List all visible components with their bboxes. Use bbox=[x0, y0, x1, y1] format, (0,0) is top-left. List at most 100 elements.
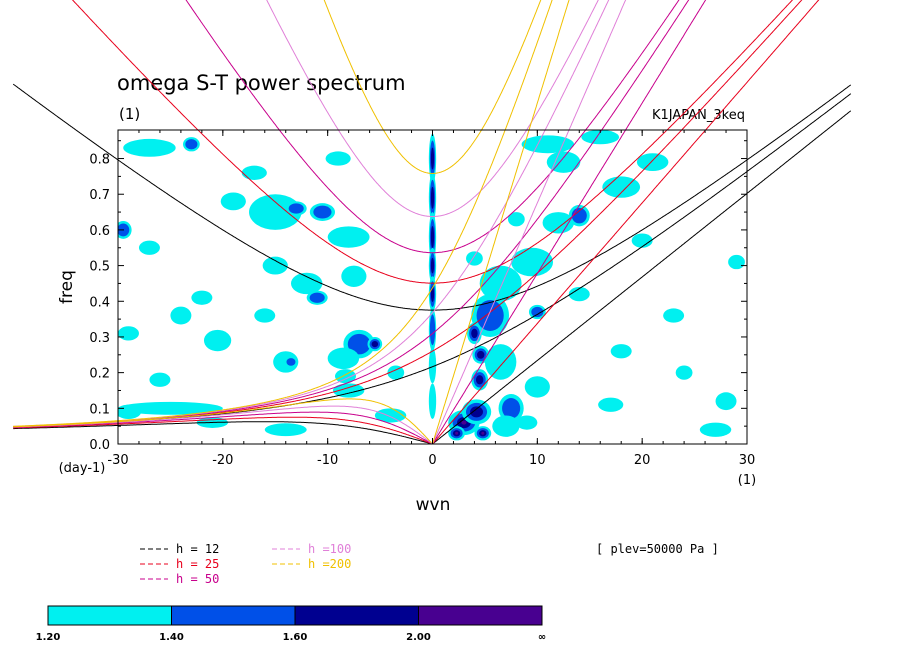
legend-label-h200: h =200 bbox=[308, 557, 351, 571]
power-patch-39-L0 bbox=[220, 192, 246, 211]
curve-h100-kelvin bbox=[432, 0, 627, 445]
y-tick-label-3: 0.3 bbox=[89, 331, 110, 346]
colorbar-label-2: 1.60 bbox=[283, 632, 308, 643]
curve-h12-er bbox=[13, 421, 432, 445]
curve-h50-ig bbox=[185, 0, 680, 254]
curve-h25-kelvin bbox=[432, 0, 820, 445]
power-patch-57-L0 bbox=[118, 401, 223, 415]
power-patch-69-L0 bbox=[387, 365, 405, 380]
power-patch-29-L0 bbox=[516, 415, 538, 430]
chart-title: omega S-T power spectrum bbox=[117, 71, 406, 95]
power-patch-68-L0 bbox=[149, 372, 171, 387]
power-patch-42-L1 bbox=[313, 205, 332, 219]
power-patch-44-L0 bbox=[341, 265, 367, 287]
y-tick-label-8: 0.8 bbox=[89, 153, 110, 168]
power-patch-4-L2 bbox=[430, 286, 435, 302]
power-patch-22-L0 bbox=[542, 212, 575, 234]
power-patch-71-L0 bbox=[675, 365, 693, 380]
power-patch-46-L1 bbox=[309, 292, 325, 303]
power-patch-12-L2 bbox=[475, 375, 484, 385]
legend-label-h12: h = 12 bbox=[176, 542, 219, 556]
x-tick-label-4: 10 bbox=[529, 453, 546, 468]
power-patch-75-L0 bbox=[507, 212, 525, 227]
power-patch-2-L2 bbox=[430, 226, 435, 249]
x-tick-label-5: 20 bbox=[634, 453, 651, 468]
power-patch-43-L0 bbox=[327, 226, 370, 248]
colorbar-segment-0 bbox=[47, 605, 172, 626]
power-patch-26-L0 bbox=[636, 153, 669, 172]
power-patch-0-L2 bbox=[430, 147, 435, 170]
power-patch-7-L0 bbox=[428, 383, 437, 420]
x-axis-label: wvn bbox=[416, 495, 451, 515]
power-patch-16-L0 bbox=[479, 265, 522, 302]
chart-subtitle: (1) bbox=[119, 105, 140, 123]
power-patch-5-L1 bbox=[429, 314, 436, 346]
dispersion-curves bbox=[12, 0, 852, 445]
power-patch-53-L0 bbox=[203, 329, 232, 352]
colorbar-segment-2 bbox=[294, 605, 419, 626]
y-tick-label-2: 0.2 bbox=[89, 367, 110, 382]
power-patch-45-L0 bbox=[290, 272, 323, 295]
power-patch-61-L0 bbox=[332, 383, 365, 398]
power-patch-34-L0 bbox=[610, 344, 632, 359]
curve-h12-ig bbox=[12, 83, 852, 311]
curve-h25-ig bbox=[71, 0, 794, 284]
y-tick-label-4: 0.4 bbox=[89, 295, 110, 310]
colorbar-label-1: 1.40 bbox=[159, 632, 184, 643]
legend-label-h50: h = 50 bbox=[176, 572, 219, 586]
y-axis-label: freq bbox=[57, 270, 77, 304]
curve-h50-kelvin bbox=[432, 0, 707, 445]
curve-h100-ig bbox=[266, 0, 599, 217]
power-patch-50-L0 bbox=[327, 347, 360, 370]
curve-h25-er bbox=[13, 416, 432, 445]
curve-h12-kelvin bbox=[432, 110, 852, 445]
y-tick-label-0: 0.0 bbox=[89, 438, 110, 453]
power-patch-38-L1 bbox=[185, 139, 198, 150]
colorbar-label-0: 1.20 bbox=[36, 632, 61, 643]
y-tick-label-1: 0.1 bbox=[89, 402, 110, 417]
power-patch-67-L0 bbox=[191, 290, 213, 305]
plev-label: [ plev=50000 Pa ] bbox=[596, 542, 719, 556]
power-patch-72-L0 bbox=[568, 287, 590, 302]
power-patch-3-L2 bbox=[430, 257, 435, 274]
power-patch-37-L0 bbox=[123, 138, 176, 157]
x-axis: -30 -20 -10 0 10 20 30 bbox=[107, 130, 755, 468]
power-patch-58-L0 bbox=[118, 404, 142, 420]
colorbar-label-3: 2.00 bbox=[406, 632, 431, 643]
run-label: K1JAPAN_3keq bbox=[652, 108, 745, 123]
power-patch-28-L0 bbox=[581, 130, 620, 145]
y-tick-label-7: 0.7 bbox=[89, 188, 110, 203]
power-patch-55-L0 bbox=[254, 308, 276, 323]
curve-h200-ig bbox=[323, 0, 542, 175]
power-patch-10-L3 bbox=[481, 431, 485, 435]
curve-h50-er bbox=[13, 411, 432, 444]
power-patch-52-L1 bbox=[286, 358, 296, 366]
power-patch-48-L1 bbox=[347, 333, 371, 355]
power-patch-18-L0 bbox=[492, 415, 520, 437]
power-patch-13-L2 bbox=[477, 350, 485, 359]
power-patch-33-L0 bbox=[699, 422, 732, 437]
power-patch-19-L0 bbox=[484, 344, 517, 380]
power-patch-62-L0 bbox=[335, 369, 356, 384]
shaded-power bbox=[118, 130, 745, 441]
colorbar: 1.20 1.40 1.60 2.00 ∞ bbox=[36, 605, 546, 643]
power-patch-30-L0 bbox=[598, 397, 624, 412]
power-patch-17-L1 bbox=[502, 398, 521, 419]
curve-h200-er bbox=[13, 398, 432, 444]
power-patch-56-L0 bbox=[118, 326, 139, 341]
x-tick-label-6: 30 bbox=[739, 453, 756, 468]
curve-h200-mrg bbox=[13, 0, 553, 427]
x-tick-label-3: 0 bbox=[428, 453, 436, 468]
power-patch-8-L3 bbox=[461, 420, 467, 425]
y-tick-label-6: 0.6 bbox=[89, 224, 110, 239]
x-tick-label-1: -20 bbox=[212, 453, 233, 468]
power-patch-11-L2 bbox=[470, 406, 483, 418]
x-tick-label-0: -30 bbox=[107, 453, 128, 468]
power-patch-9-L3 bbox=[455, 431, 459, 435]
legend-label-h100: h =100 bbox=[308, 542, 351, 556]
x-unit-label: (1) bbox=[738, 473, 756, 488]
power-patch-6-L0 bbox=[428, 347, 437, 384]
power-patch-25-L0 bbox=[602, 176, 641, 198]
power-patch-15-L2 bbox=[471, 328, 478, 339]
